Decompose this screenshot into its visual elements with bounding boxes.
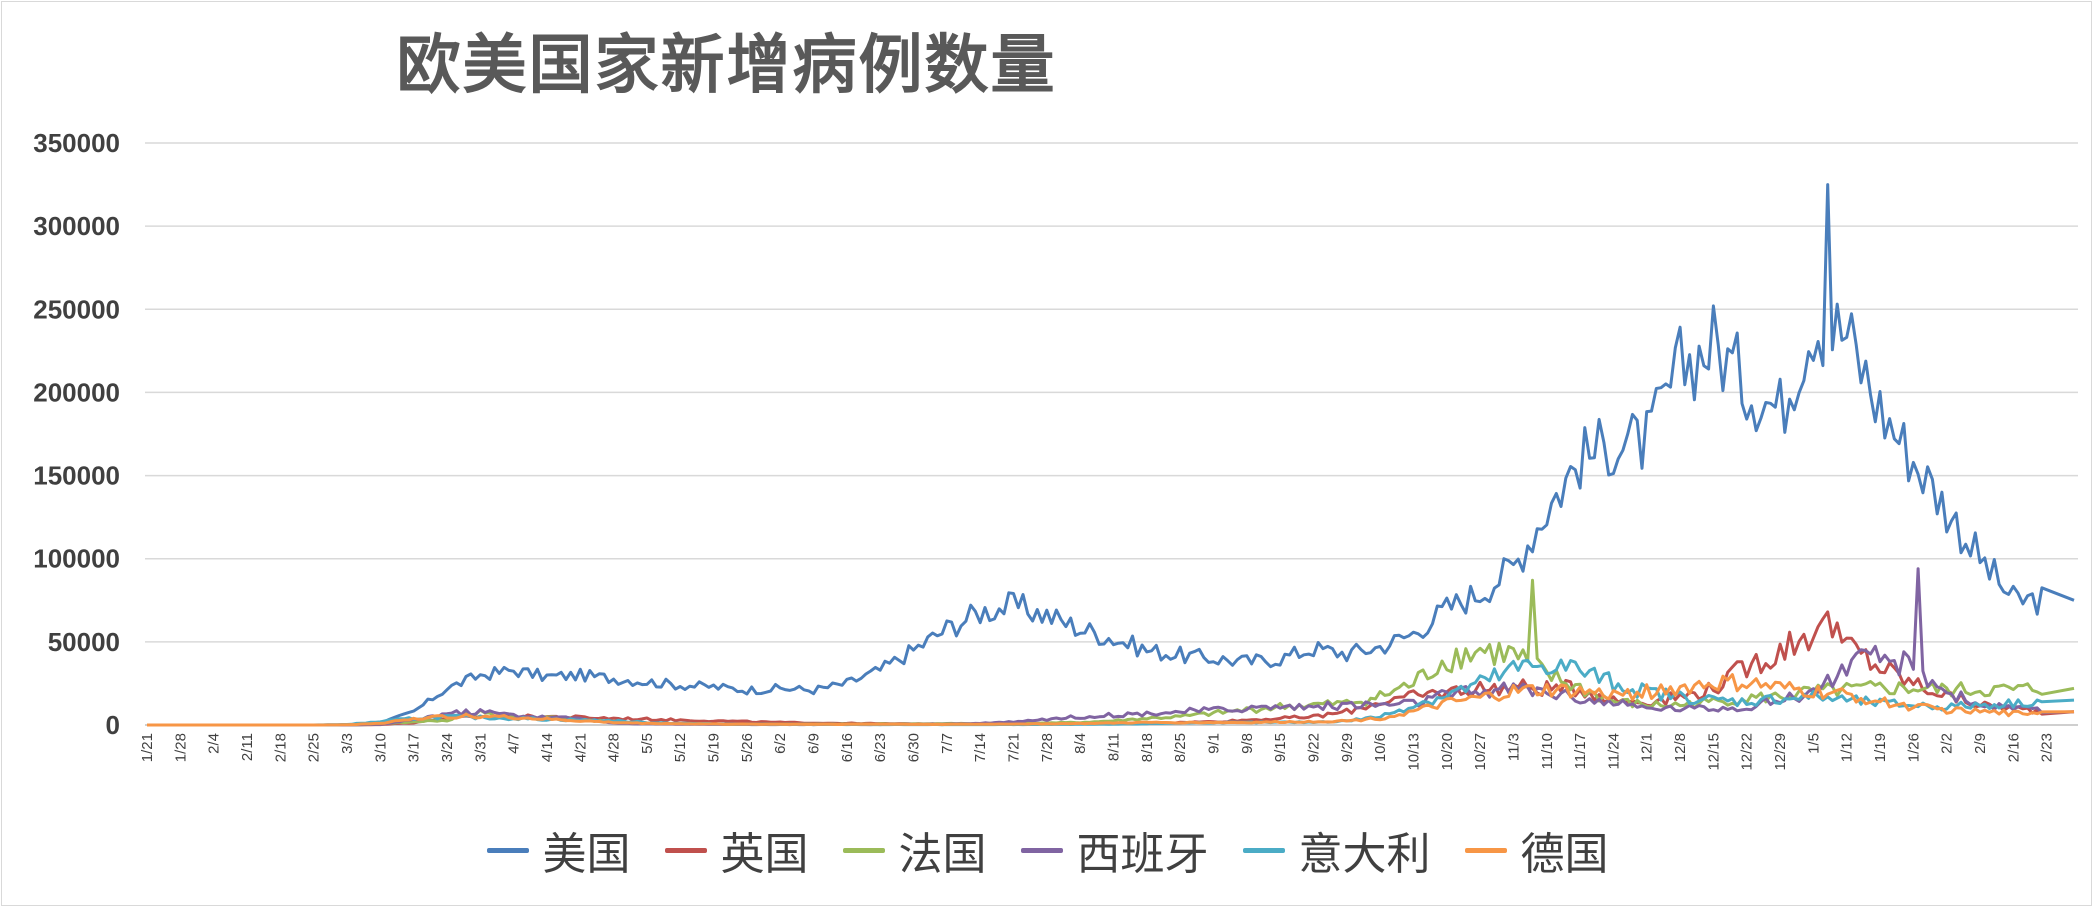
- y-tick-label: 0: [106, 710, 120, 740]
- x-tick-label: 4/21: [572, 733, 589, 762]
- x-tick-label: 5/5: [639, 733, 656, 754]
- x-tick-label: 6/16: [839, 733, 856, 762]
- x-tick-label: 4/14: [539, 733, 556, 762]
- y-tick-label: 50000: [48, 627, 120, 657]
- series-lines: [147, 183, 2075, 727]
- x-tick-label: 11/3: [1505, 733, 1522, 761]
- x-tick-label: 12/22: [1739, 733, 1756, 771]
- legend-label: 意大利: [1298, 829, 1431, 880]
- x-tick-label: 4/7: [506, 733, 523, 754]
- series-line-0: [147, 183, 2075, 727]
- x-tick-label: 12/8: [1672, 733, 1689, 762]
- y-tick-label: 350000: [33, 128, 120, 158]
- x-tick-label: 3/24: [439, 733, 456, 762]
- legend-label: 美国: [542, 829, 631, 880]
- x-tick-label: 12/15: [1705, 733, 1722, 771]
- legend-label: 英国: [720, 829, 809, 880]
- x-tick-label: 2/11: [239, 733, 256, 761]
- x-tick-label: 2/18: [272, 733, 289, 762]
- x-tick-label: 1/21: [139, 733, 156, 762]
- y-axis-ticks: 350000 300000 250000 200000 150000 100000 5000…: [33, 128, 120, 740]
- x-tick-label: 10/13: [1405, 733, 1422, 771]
- x-tick-label: 9/15: [1272, 733, 1289, 762]
- x-tick-label: 5/12: [672, 733, 689, 762]
- x-tick-label: 7/21: [1006, 733, 1023, 762]
- legend-swatch: [1464, 847, 1507, 853]
- x-tick-label: 4/28: [606, 733, 623, 762]
- x-tick-label: 3/10: [372, 733, 389, 762]
- x-tick-label: 5/26: [739, 733, 756, 762]
- legend-swatch: [486, 847, 529, 853]
- x-tick-label: 8/25: [1172, 733, 1189, 762]
- x-tick-label: 1/19: [1872, 733, 1889, 762]
- x-tick-label: 2/4: [206, 733, 223, 754]
- y-tick-label: 150000: [33, 461, 120, 491]
- x-tick-label: 11/17: [1572, 733, 1589, 769]
- x-tick-label: 1/28: [172, 733, 189, 762]
- x-tick-label: 8/18: [1139, 733, 1156, 762]
- x-tick-label: 1/12: [1839, 733, 1856, 762]
- legend-item: 英国: [664, 818, 809, 882]
- x-tick-label: 9/8: [1239, 733, 1256, 754]
- x-tick-label: 7/7: [939, 733, 956, 754]
- x-tick-label: 12/29: [1772, 733, 1789, 771]
- x-tick-label: 10/27: [1472, 733, 1489, 771]
- x-tick-label: 9/22: [1305, 733, 1322, 762]
- x-tick-label: 1/26: [1905, 733, 1922, 762]
- legend: 美国 英国 法国 西班牙 意大利 德国: [0, 818, 2095, 882]
- series-line-1: [147, 610, 2075, 727]
- x-tick-label: 2/25: [306, 733, 323, 762]
- x-tick-label: 11/10: [1539, 733, 1556, 769]
- x-tick-label: 9/29: [1339, 733, 1356, 762]
- legend-item: 美国: [486, 818, 631, 882]
- chart-title: 欧美国家新增病例数量: [396, 29, 1057, 103]
- y-tick-label: 250000: [33, 294, 120, 324]
- legend-swatch: [842, 847, 885, 853]
- x-tick-label: 7/28: [1039, 733, 1056, 762]
- legend-swatch: [664, 847, 707, 853]
- x-tick-label: 3/17: [406, 733, 423, 762]
- legend-swatch: [1242, 847, 1285, 853]
- series-line-5: [147, 673, 2075, 727]
- legend-item: 法国: [842, 818, 987, 882]
- y-tick-label: 200000: [33, 377, 120, 407]
- x-tick-label: 6/23: [872, 733, 889, 762]
- legend-item: 西班牙: [1020, 818, 1209, 882]
- x-tick-label: 8/4: [1072, 733, 1089, 754]
- x-axis-ticks: 1/21 1/28 2/4 2/11 2/18 2/25 3/3 3/10 3/17 3/24 3/…: [139, 733, 2056, 771]
- gridlines: [145, 142, 2078, 726]
- series-line-3: [147, 567, 2075, 727]
- x-tick-label: 7/14: [972, 733, 989, 762]
- legend-item: 意大利: [1242, 818, 1431, 882]
- x-tick-label: 6/9: [806, 733, 823, 754]
- x-tick-label: 5/19: [706, 733, 723, 762]
- legend-label: 法国: [898, 829, 987, 880]
- legend-item: 德国: [1464, 818, 1609, 882]
- x-tick-label: 9/1: [1205, 733, 1222, 754]
- x-tick-label: 1/5: [1805, 733, 1822, 754]
- legend-label: 西班牙: [1076, 829, 1209, 880]
- x-tick-label: 2/9: [1972, 733, 1989, 754]
- x-tick-label: 6/30: [906, 733, 923, 762]
- x-tick-label: 3/3: [339, 733, 356, 754]
- x-tick-label: 11/24: [1605, 733, 1622, 769]
- x-tick-label: 2/16: [2005, 733, 2022, 762]
- legend-label: 德国: [1520, 829, 1609, 880]
- x-tick-label: 3/31: [472, 733, 489, 762]
- x-tick-label: 8/11: [1106, 733, 1123, 761]
- x-tick-label: 12/1: [1639, 733, 1656, 762]
- legend-swatch: [1020, 847, 1063, 853]
- x-tick-label: 6/2: [772, 733, 789, 754]
- x-tick-label: 2/23: [2039, 733, 2056, 762]
- y-tick-label: 100000: [33, 544, 120, 574]
- x-tick-label: 10/6: [1372, 733, 1389, 762]
- x-tick-label: 2/2: [1939, 733, 1956, 754]
- y-tick-label: 300000: [33, 211, 120, 241]
- x-tick-label: 10/20: [1439, 733, 1456, 771]
